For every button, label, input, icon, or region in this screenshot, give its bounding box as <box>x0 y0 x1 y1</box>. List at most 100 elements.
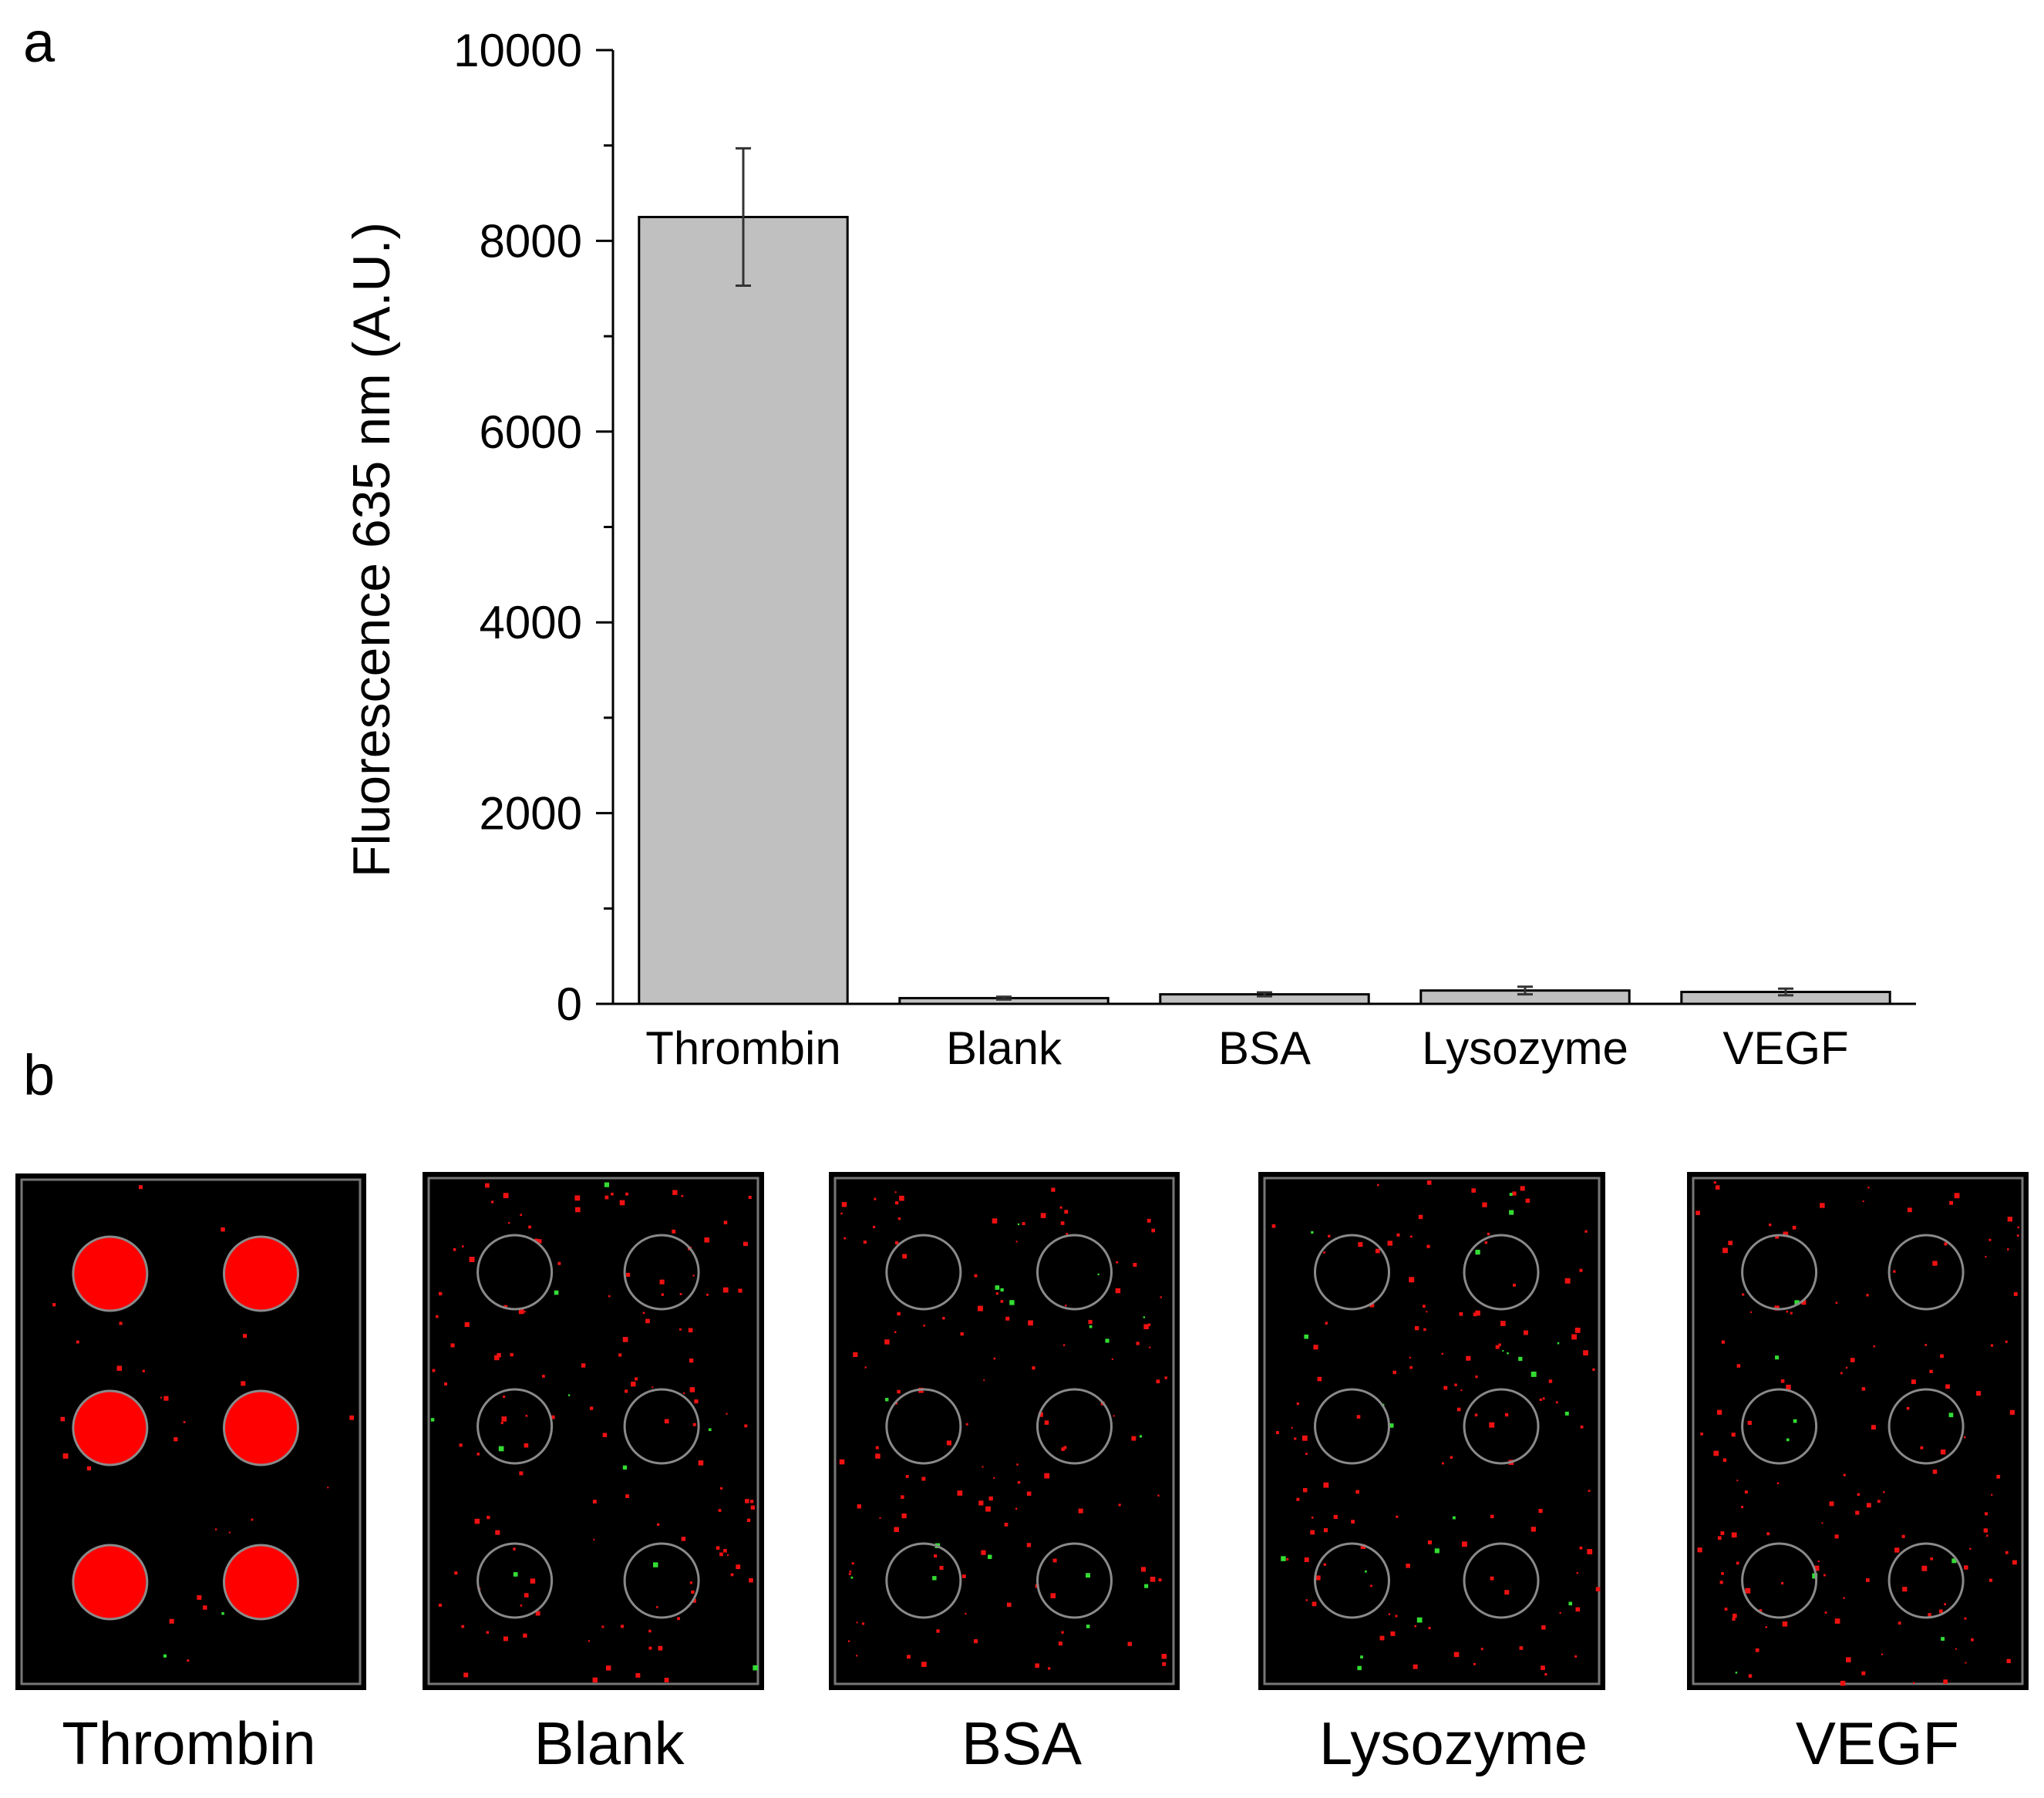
spot-ring <box>1741 1388 1818 1465</box>
noise-speck <box>1078 1508 1083 1513</box>
noise-speck <box>1568 1601 1573 1606</box>
noise-speck <box>978 1500 984 1506</box>
noise-speck <box>1840 1372 1843 1375</box>
noise-speck <box>1587 1549 1593 1554</box>
noise-speck <box>901 1513 907 1519</box>
noise-speck <box>1843 1597 1845 1599</box>
noise-speck <box>1450 1456 1453 1460</box>
noise-speck <box>1426 1244 1430 1248</box>
noise-speck <box>163 1654 167 1658</box>
noise-speck <box>461 1625 465 1628</box>
noise-speck <box>1964 1565 1968 1570</box>
noise-speck <box>1523 1330 1528 1335</box>
x-tick-label: Lysozyme <box>1422 1022 1628 1074</box>
noise-speck <box>965 1423 968 1426</box>
noise-speck <box>160 1396 162 1399</box>
noise-speck <box>961 1574 966 1578</box>
noise-speck <box>993 1357 996 1360</box>
noise-speck <box>1834 1618 1840 1624</box>
noise-speck <box>1089 1325 1093 1328</box>
noise-speck <box>494 1355 500 1361</box>
noise-speck <box>1454 1383 1457 1386</box>
noise-speck <box>704 1237 710 1243</box>
noise-speck <box>672 1229 676 1234</box>
noise-speck <box>1323 1563 1326 1566</box>
noise-speck <box>1317 1376 1322 1382</box>
noise-speck <box>1158 1578 1162 1582</box>
noise-speck <box>1731 1433 1736 1437</box>
noise-speck <box>626 1272 631 1277</box>
noise-speck <box>1143 1324 1149 1329</box>
spot-ring <box>1314 1388 1390 1465</box>
noise-speck <box>1475 1310 1480 1316</box>
image-background <box>1687 1172 2029 1690</box>
error-bar-blank <box>996 995 1012 1001</box>
noise-speck <box>894 1331 897 1334</box>
noise-speck <box>1948 1412 1954 1418</box>
noise-speck <box>1151 1228 1156 1233</box>
fluorescent-spot <box>224 1545 298 1619</box>
noise-speck <box>851 1562 854 1565</box>
noise-speck <box>879 1517 881 1519</box>
noise-speck <box>1695 1210 1700 1215</box>
noise-speck <box>221 1227 225 1232</box>
noise-speck <box>1976 1391 1982 1396</box>
noise-speck <box>1473 1312 1477 1317</box>
noise-speck <box>1817 1560 1820 1563</box>
noise-speck <box>1038 1412 1043 1417</box>
y-tick-label: 4000 <box>480 597 582 648</box>
noise-speck <box>1986 1534 1988 1537</box>
noise-speck <box>720 1487 723 1490</box>
noise-speck <box>1323 1528 1328 1533</box>
noise-speck <box>1428 1627 1431 1630</box>
noise-speck <box>1525 1198 1530 1204</box>
noise-speck <box>2005 1551 2009 1554</box>
noise-speck <box>1902 1587 1908 1592</box>
image-panel-bsa: BSA <box>829 1172 1180 1777</box>
noise-speck <box>1866 1294 1869 1297</box>
noise-speck <box>1911 1379 1916 1385</box>
noise-speck <box>1466 1355 1471 1361</box>
noise-speck <box>589 1406 594 1410</box>
noise-speck <box>503 1193 509 1199</box>
noise-speck <box>1845 1366 1848 1369</box>
noise-speck <box>659 1279 665 1285</box>
noise-speck <box>534 1238 538 1243</box>
noise-speck <box>1829 1501 1834 1507</box>
noise-speck <box>1971 1638 1974 1641</box>
noise-speck <box>1583 1350 1588 1355</box>
noise-speck <box>1161 1654 1167 1659</box>
noise-speck <box>1559 1611 1561 1614</box>
spot-ring <box>1463 1234 1540 1311</box>
x-tick-label: Blank <box>946 1022 1062 1074</box>
noise-speck <box>1498 1343 1501 1347</box>
noise-speck <box>242 1334 248 1338</box>
noise-speck <box>1574 1327 1581 1333</box>
noise-speck <box>642 1311 645 1315</box>
noise-speck <box>1490 1576 1494 1581</box>
panel-label-b: b <box>23 1043 55 1107</box>
noise-speck <box>1156 1379 1160 1384</box>
noise-speck <box>745 1499 749 1503</box>
noise-speck <box>2017 1226 2019 1229</box>
noise-speck <box>1857 1493 1860 1497</box>
noise-speck <box>1413 1664 1418 1669</box>
image-label: Lysozyme <box>1319 1709 1588 1777</box>
noise-speck <box>1519 1646 1524 1650</box>
noise-speck <box>523 1633 527 1638</box>
noise-speck <box>1949 1200 1954 1205</box>
noise-speck <box>1351 1520 1355 1524</box>
noise-speck <box>1713 1181 1716 1184</box>
noise-speck <box>1296 1497 1300 1501</box>
noise-speck <box>524 1443 529 1448</box>
noise-speck <box>1418 1214 1423 1220</box>
noise-speck <box>1164 1376 1167 1379</box>
noise-speck <box>1064 1210 1069 1214</box>
noise-speck <box>1452 1516 1456 1520</box>
noise-speck <box>1294 1437 1297 1440</box>
noise-speck <box>1358 1241 1363 1247</box>
noise-speck <box>1749 1311 1753 1313</box>
spot-ring <box>72 1544 149 1621</box>
noise-speck <box>1032 1366 1035 1370</box>
noise-speck <box>1315 1575 1321 1581</box>
